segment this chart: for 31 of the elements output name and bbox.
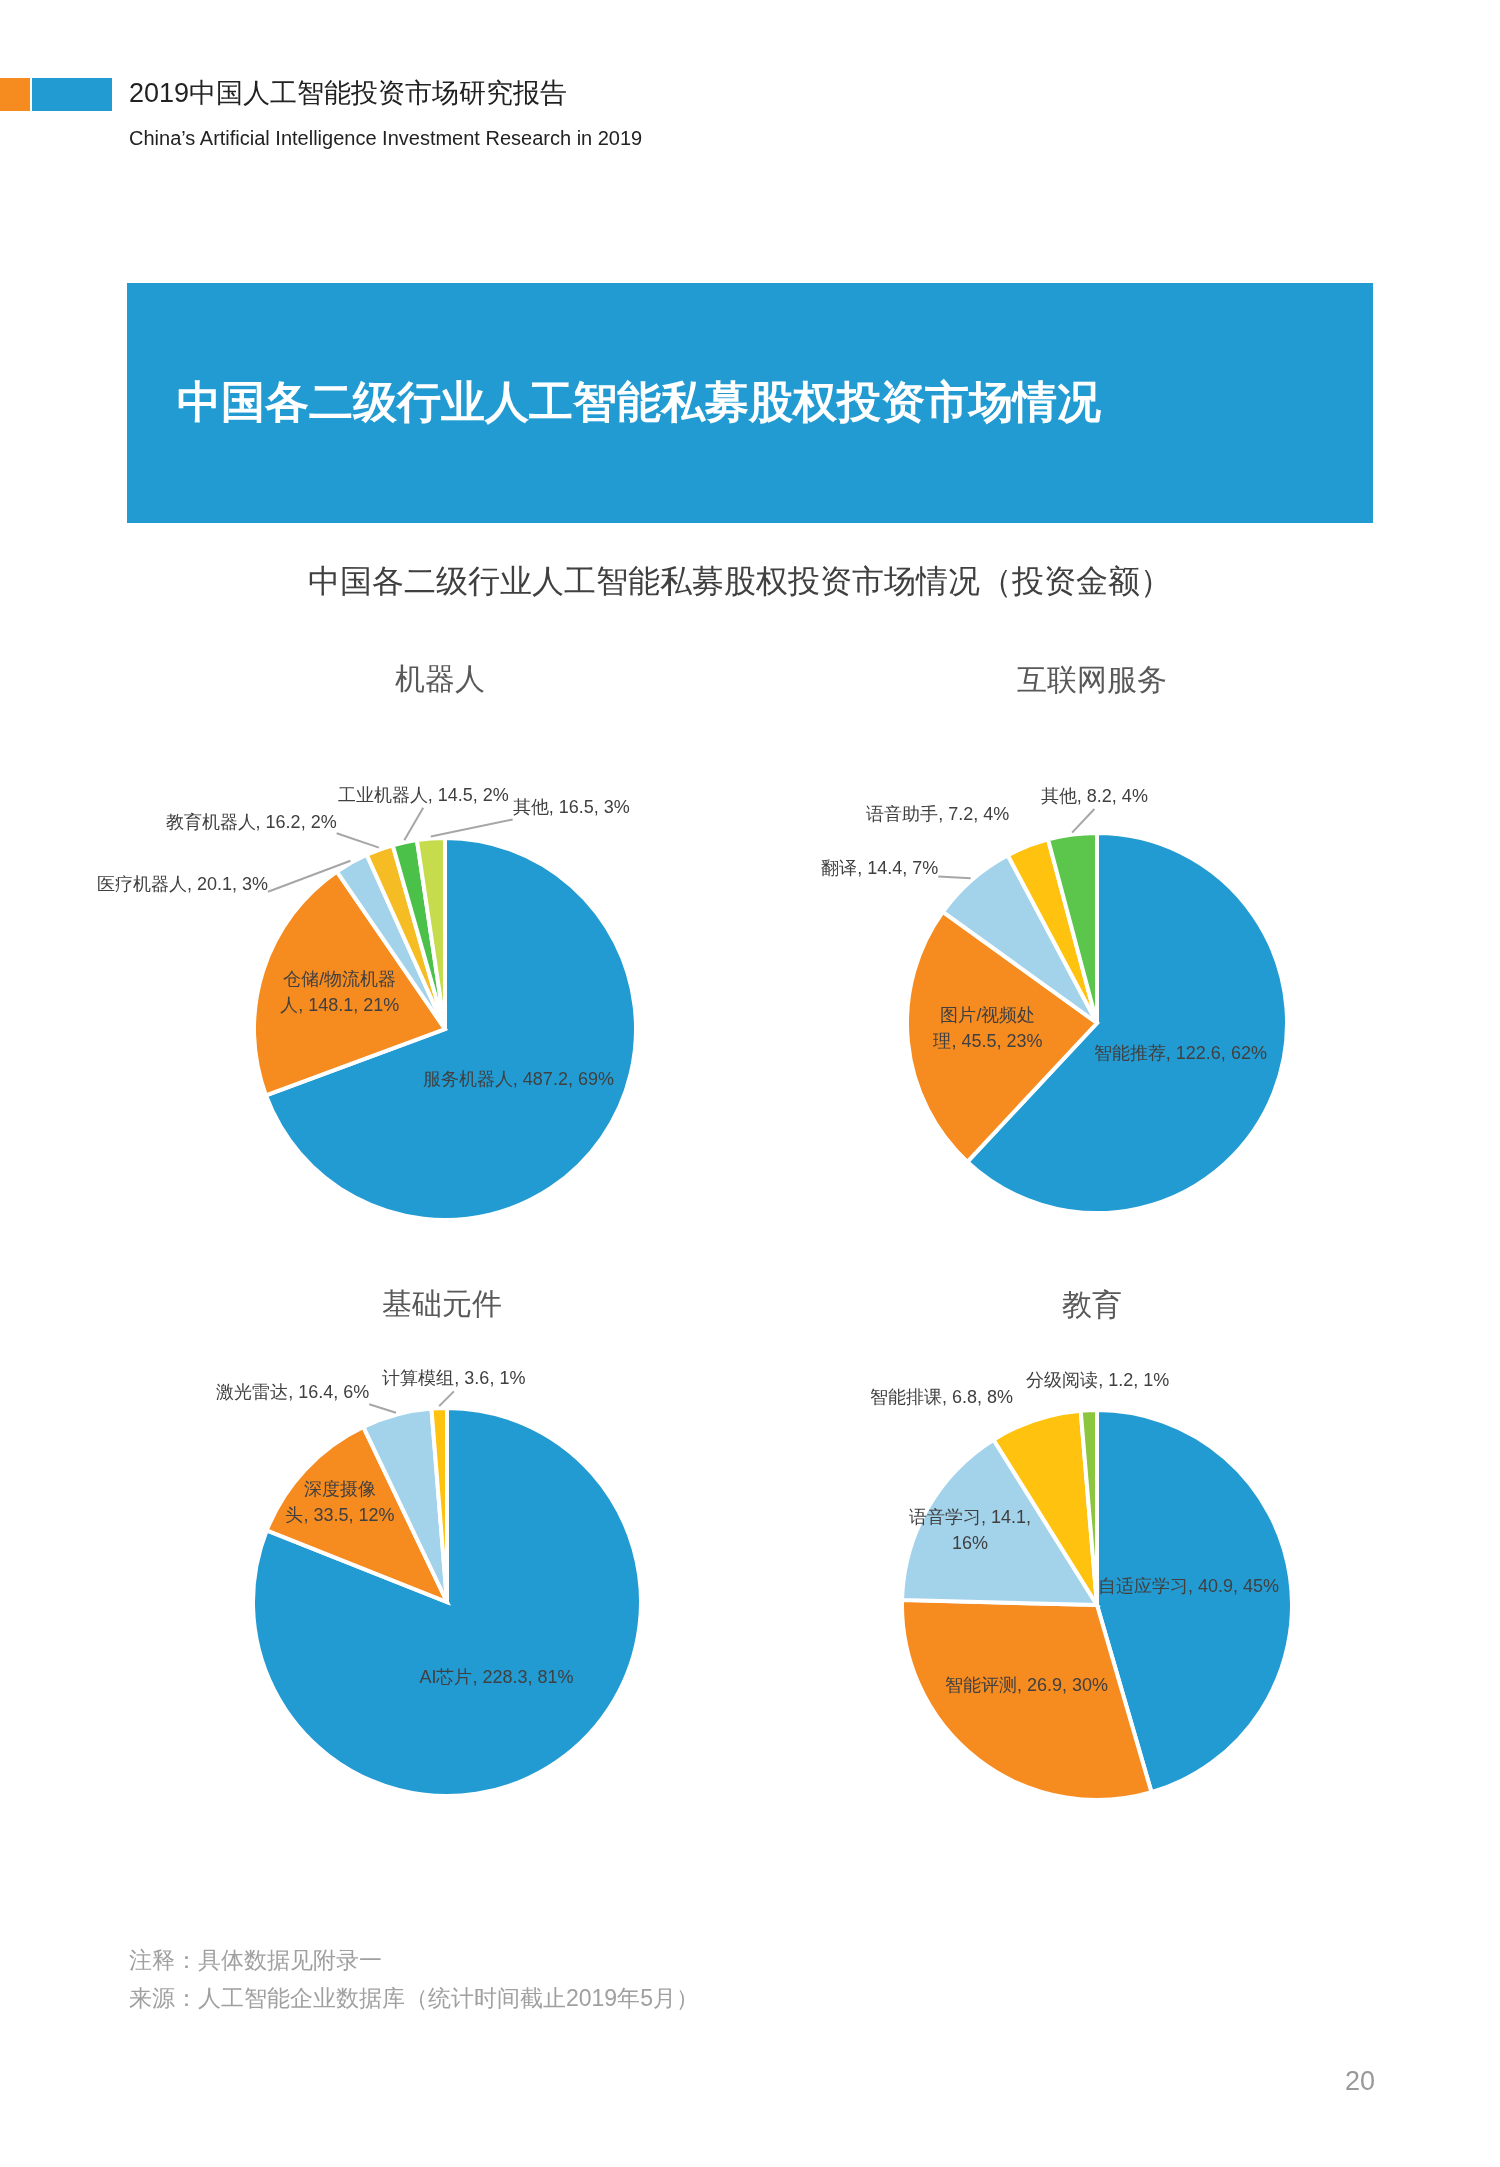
slice-label: 翻译, 14.4, 7% [821, 856, 939, 880]
source-note: 来源：人工智能企业数据库（统计时间截止2019年5月） [129, 1984, 699, 2013]
text: China’s Artificial Intelligence Investment Research in 2019 [129, 126, 643, 151]
slice-label: 医疗机器人, 20.1, 3% [96, 872, 268, 896]
slice-label: 计算模组, 3.6, 1% [382, 1367, 526, 1391]
slice-label: 工业机器人, 14.5, 2% [337, 783, 509, 807]
slice-label: 智能排课, 6.8, 8% [870, 1385, 1014, 1409]
slice-label: 智能评测, 26.9, 30% [944, 1673, 1109, 1697]
slice-label: 语音助手, 7.2, 4% [866, 803, 1010, 827]
slice-label: 教育机器人, 16.2, 2% [165, 810, 337, 834]
chart-title: 互联网服务 [1017, 662, 1167, 698]
slice-label: 智能推荐, 122.6, 62% [1093, 1041, 1267, 1065]
text: 2019中国人工智能投资市场研究报告 [129, 77, 568, 111]
slice-label: 服务机器人, 487.2, 69% [422, 1067, 614, 1091]
slice-label: 语音学习, 14.1, 16% [908, 1506, 1033, 1556]
slice-label: 深度摄像头, 33.5, 12% [284, 1477, 396, 1527]
text: 注释：具体数据见附录一 [129, 1946, 382, 1975]
chart-title: 基础元件 [382, 1286, 502, 1322]
slice-label: 图片/视频处理, 45.5, 23% [932, 1004, 1044, 1054]
slice-label: 激光雷达, 16.4, 6% [216, 1381, 370, 1405]
slice-label: 其他, 8.2, 4% [1040, 785, 1148, 808]
slice-label: 其他, 16.5, 3% [512, 796, 630, 820]
text: 中国各二级行业人工智能私募股权投资市场情况 [177, 376, 1101, 428]
chart-title: 教育 [1062, 1287, 1122, 1323]
chart-title: 机器人 [395, 661, 485, 697]
slice-label: 自适应学习, 40.9, 45% [1097, 1575, 1280, 1599]
slice-label: 分级阅读, 1.2, 1% [1026, 1369, 1170, 1393]
text: 中国各二级行业人工智能私募股权投资市场情况（投资金额） [308, 562, 1172, 601]
slice-label: 仓储/物流机器人, 148.1, 21% [279, 968, 401, 1018]
slice-label: AI芯片, 228.3, 81% [419, 1666, 574, 1690]
text: 20 [1344, 2065, 1375, 2098]
